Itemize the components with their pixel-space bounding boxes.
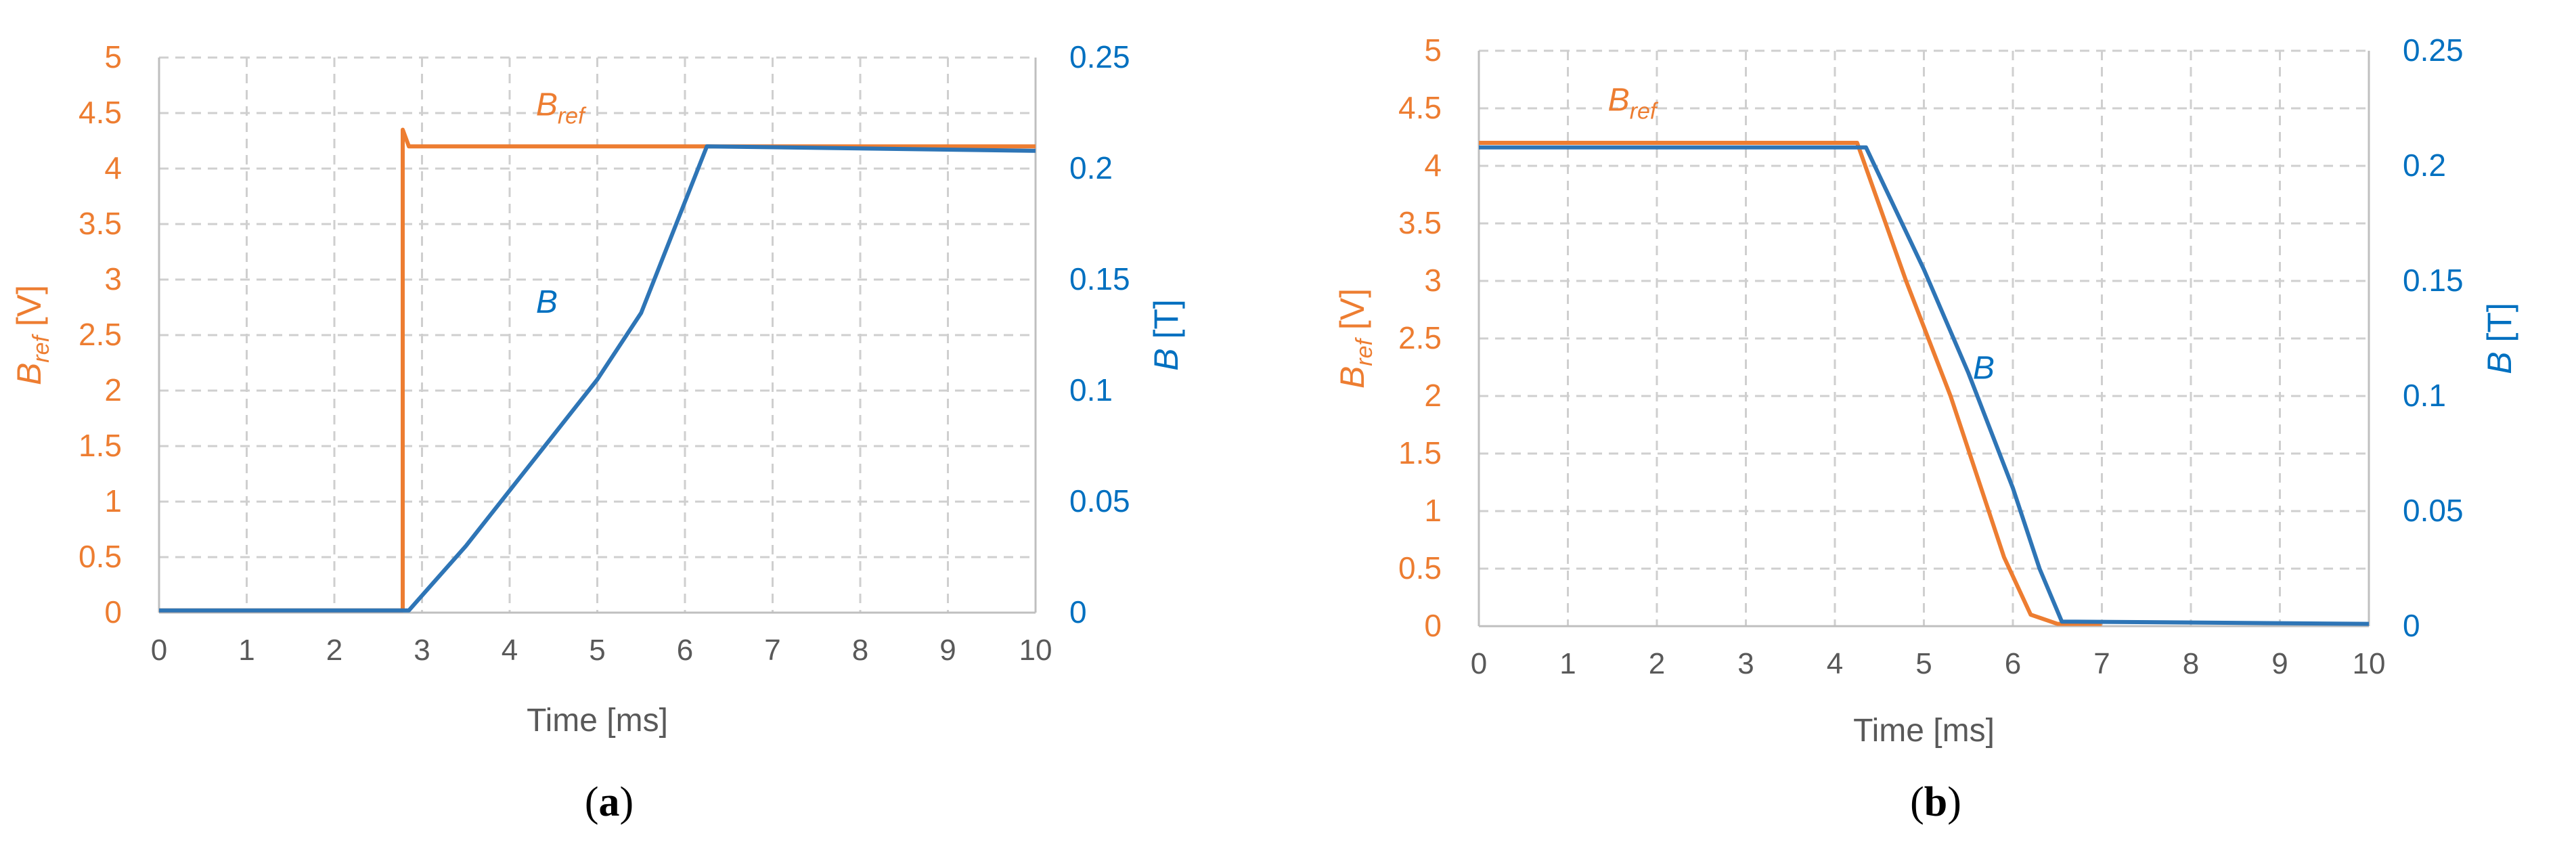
x-axis-label: Time [ms] xyxy=(527,703,668,739)
y-right-axis-label: B [T] xyxy=(2481,303,2518,374)
series-line-b xyxy=(159,144,1036,613)
x-tick-label: 5 xyxy=(1915,647,1932,680)
x-tick-label: 1 xyxy=(1559,647,1576,680)
y-right-tick-label: 0.05 xyxy=(1069,483,1130,519)
y-left-tick-label: 4.5 xyxy=(79,95,122,130)
x-tick-label: 10 xyxy=(1019,634,1052,667)
y-right-tick-label: 0.2 xyxy=(1069,150,1113,185)
y-left-tick-label: 3.5 xyxy=(1398,205,1442,240)
series-annotation-bref: Bref xyxy=(1608,82,1659,124)
y-right-tick-label: 0.2 xyxy=(2403,148,2446,183)
x-axis-label: Time [ms] xyxy=(1853,713,1995,749)
y-left-tick-label: 2 xyxy=(1424,378,1442,413)
x-tick-label: 2 xyxy=(1649,647,1665,680)
y-right-tick-label: 0.1 xyxy=(2403,378,2446,413)
x-tick-label: 8 xyxy=(852,634,868,667)
series-annotation-bref: Bref xyxy=(536,87,587,129)
chart-panel-a: 0 1 2 3 4 5 6 7 8 9 10 0 0.5 1 1.5 2 2.5 3 3.5 4 4.5 5 0 0.05 0.… xyxy=(10,39,1185,739)
y-right-tick-label: 0 xyxy=(1069,594,1087,630)
y-left-tick-label: 3 xyxy=(104,261,122,296)
x-tick-label: 10 xyxy=(2353,647,2386,680)
y-left-tick-label: 2 xyxy=(104,372,122,408)
y-left-tick-label: 4 xyxy=(1424,148,1442,183)
y-right-tick-label: 0.15 xyxy=(1069,261,1130,296)
x-tick-label: 6 xyxy=(677,634,693,667)
panel-label-a: (a) xyxy=(584,779,634,825)
x-tick-label: 3 xyxy=(414,634,430,667)
series-line-b xyxy=(1479,145,2370,626)
x-tick-label: 0 xyxy=(151,634,167,667)
y-left-tick-label: 1.5 xyxy=(79,428,122,463)
x-tick-label: 5 xyxy=(589,634,605,667)
y-left-tick-label: 1.5 xyxy=(1398,435,1442,470)
x-tick-label: 2 xyxy=(326,634,342,667)
x-tick-label: 8 xyxy=(2183,647,2199,680)
y-left-tick-label: 5 xyxy=(104,39,122,74)
y-left-tick-label: 2.5 xyxy=(79,317,122,352)
x-tick-label: 7 xyxy=(764,634,780,667)
x-tick-label: 9 xyxy=(939,634,956,667)
x-tick-label: 4 xyxy=(1827,647,1843,680)
x-tick-label: 3 xyxy=(1737,647,1754,680)
y-left-tick-label: 0.5 xyxy=(79,539,122,574)
x-tick-label: 4 xyxy=(502,634,518,667)
y-left-tick-label: 1 xyxy=(104,483,122,519)
y-left-tick-label: 0.5 xyxy=(1398,550,1442,586)
y-right-axis-label: B [T] xyxy=(1147,299,1185,371)
y-left-tick-label: 3 xyxy=(1424,263,1442,298)
x-tick-label: 6 xyxy=(2005,647,2021,680)
series-annotation-b: B xyxy=(1973,351,1995,387)
y-left-tick-label: 4.5 xyxy=(1398,90,1442,125)
x-tick-label: 1 xyxy=(238,634,254,667)
y-left-tick-label: 5 xyxy=(1424,32,1442,68)
y-left-tick-label: 2.5 xyxy=(1398,320,1442,355)
y-left-tick-label: 3.5 xyxy=(79,206,122,241)
y-left-tick-label: 0 xyxy=(1424,608,1442,643)
y-right-tick-label: 0.1 xyxy=(1069,372,1113,408)
y-right-tick-label: 0.25 xyxy=(2403,32,2464,68)
chart-panel-b: 0 1 2 3 4 5 6 7 8 9 10 0 0.5 1 1.5 2 2.5 3 3.5 4 4.5 5 0 0.05 0.… xyxy=(1333,32,2518,749)
x-tick-label: 9 xyxy=(2271,647,2288,680)
y-left-tick-label: 4 xyxy=(104,150,122,185)
y-right-tick-label: 0.15 xyxy=(2403,263,2464,298)
y-left-tick-label: 1 xyxy=(1424,493,1442,528)
y-right-tick-label: 0.25 xyxy=(1069,39,1130,74)
panel-label-b: (b) xyxy=(1910,779,1961,825)
y-left-tick-label: 0 xyxy=(104,594,122,630)
y-right-tick-label: 0.05 xyxy=(2403,493,2464,528)
x-tick-label: 0 xyxy=(1471,647,1487,680)
y-left-axis-label: Bref [V] xyxy=(1333,288,1377,389)
series-annotation-b: B xyxy=(536,284,558,320)
series-line-bref xyxy=(1479,141,2102,626)
y-left-axis-label: Bref [V] xyxy=(10,285,54,385)
x-tick-label: 7 xyxy=(2093,647,2110,680)
y-right-tick-label: 0 xyxy=(2403,608,2420,643)
